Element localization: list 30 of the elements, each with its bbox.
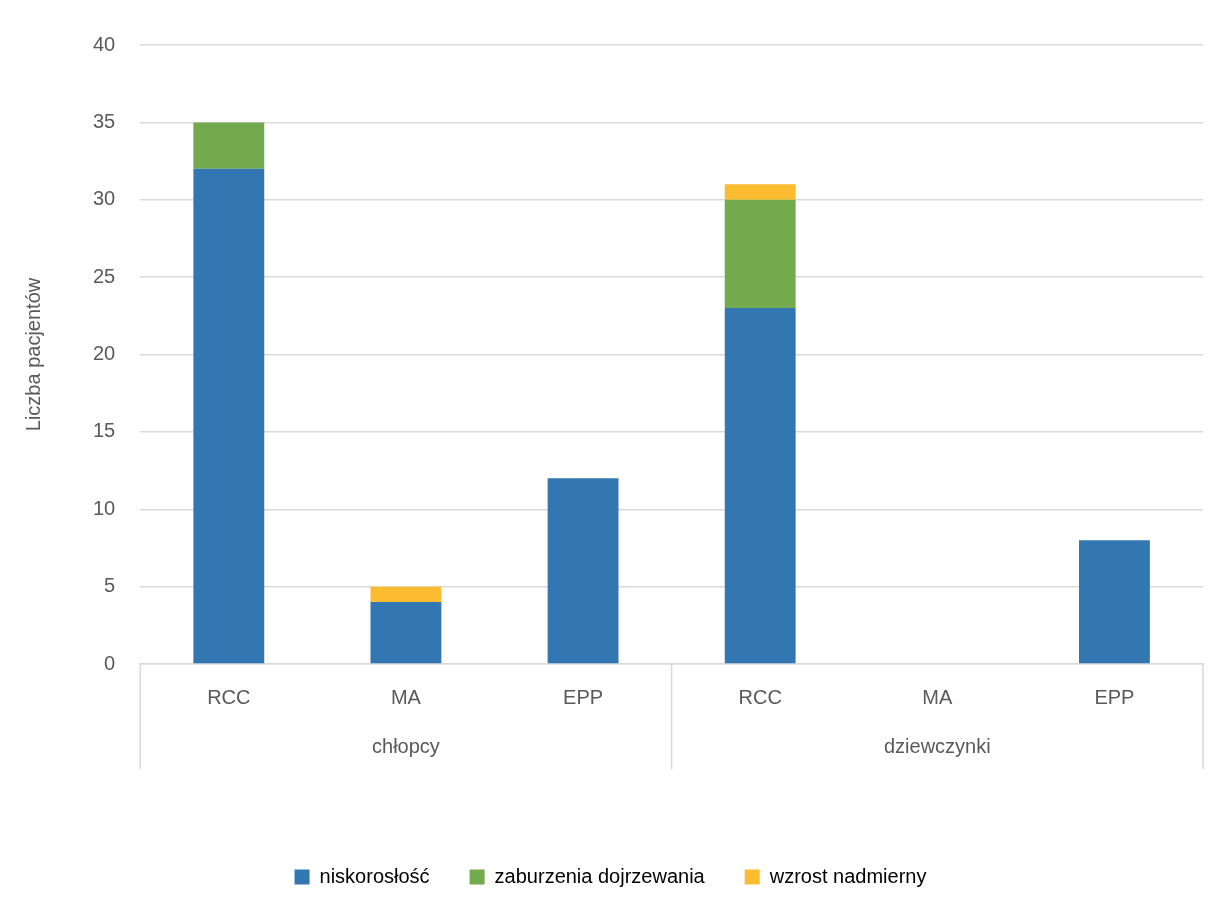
bar xyxy=(547,478,619,664)
y-tick-label: 10 xyxy=(93,496,116,519)
y-tick-label: 15 xyxy=(93,419,116,442)
x-tick-label: RCC xyxy=(207,685,251,708)
y-tick-label: 40 xyxy=(93,32,116,55)
bar xyxy=(724,308,796,664)
legend-label: zaburzenia dojrzewania xyxy=(494,864,706,887)
legend-label: niskorosłość xyxy=(319,864,430,887)
text: dziewczynki xyxy=(883,734,991,757)
y-tick-label: 20 xyxy=(93,342,116,365)
x-tick-label: EPP xyxy=(563,685,604,708)
bar xyxy=(1079,540,1150,664)
text: chłopcy xyxy=(372,734,440,757)
x-tick-label: EPP xyxy=(1094,685,1135,708)
bar xyxy=(370,602,442,664)
bar xyxy=(724,199,796,309)
x-tick-label: RCC xyxy=(738,685,782,708)
bar xyxy=(724,184,796,200)
y-tick-label: 0 xyxy=(104,651,116,674)
y-tick-label: 35 xyxy=(93,109,116,132)
bar xyxy=(193,122,265,169)
y-tick-label: 5 xyxy=(104,574,116,597)
y-axis-title: Liczba pacjentów xyxy=(21,277,44,432)
y-tick-label: 30 xyxy=(93,187,116,210)
bar xyxy=(193,168,265,664)
x-tick-label: MA xyxy=(922,685,953,708)
legend-label: wzrost nadmierny xyxy=(768,864,927,887)
x-tick-label: MA xyxy=(390,685,422,708)
y-tick-label: 25 xyxy=(93,264,116,287)
bar xyxy=(370,586,442,603)
